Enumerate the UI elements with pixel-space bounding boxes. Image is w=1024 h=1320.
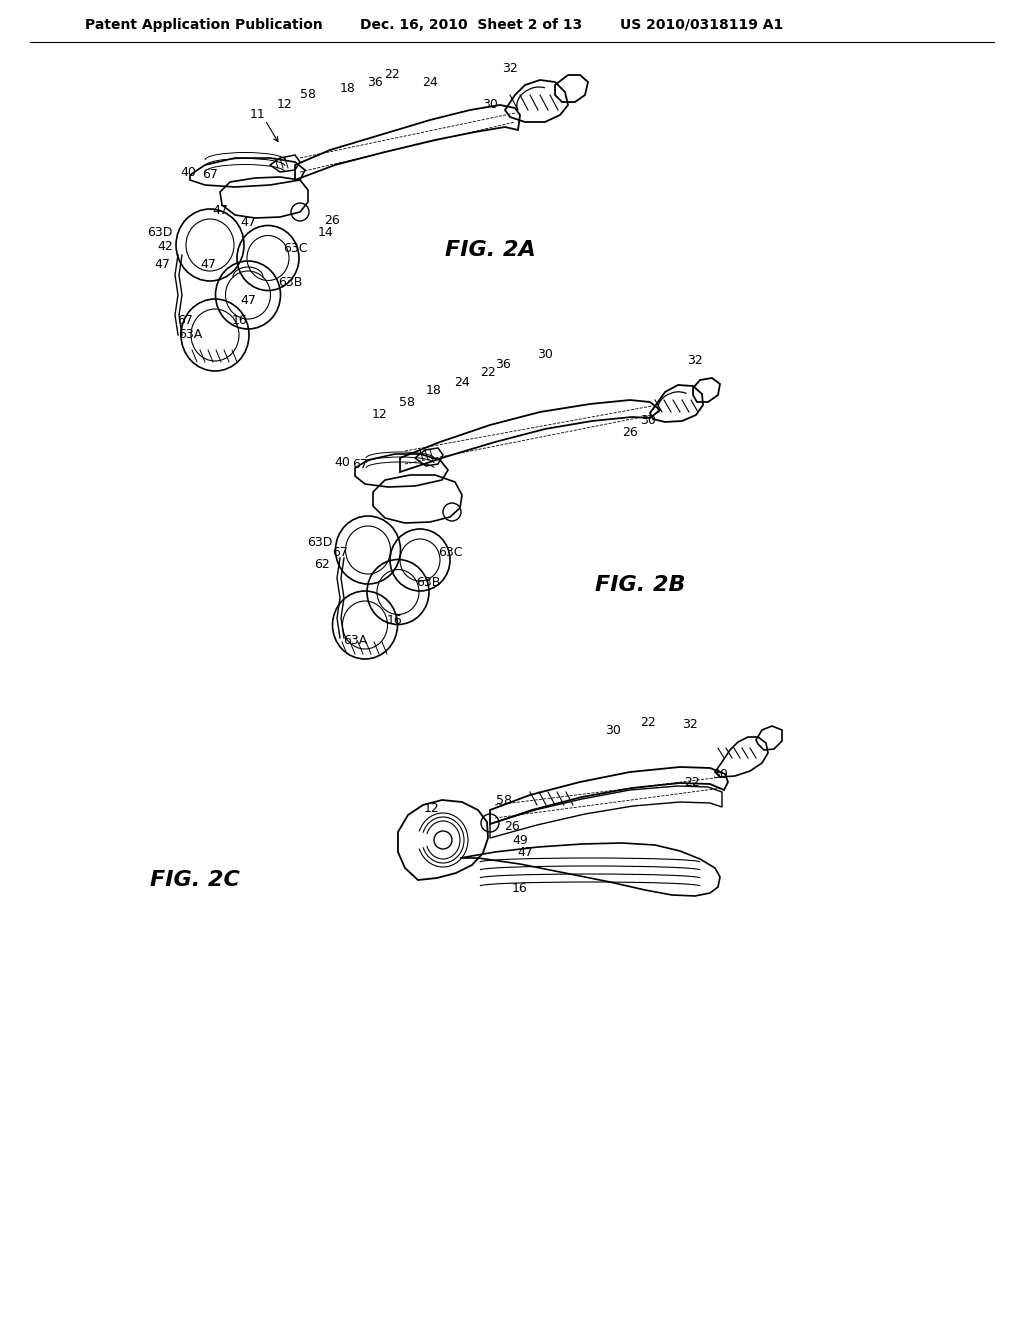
Text: 30: 30: [482, 99, 498, 111]
Text: 12: 12: [278, 99, 293, 111]
Text: 63C: 63C: [283, 242, 307, 255]
Text: FIG. 2B: FIG. 2B: [595, 576, 685, 595]
Text: 30: 30: [605, 723, 621, 737]
Text: 67: 67: [352, 458, 368, 471]
Text: 47: 47: [240, 215, 256, 228]
Text: 63B: 63B: [278, 276, 302, 289]
Text: 30: 30: [537, 348, 553, 362]
Text: 12: 12: [372, 408, 388, 421]
Text: 40: 40: [180, 165, 196, 178]
Text: 47: 47: [212, 203, 228, 216]
Text: 16: 16: [512, 882, 528, 895]
Text: 18: 18: [426, 384, 442, 396]
Text: 63D: 63D: [306, 536, 332, 549]
Text: 14: 14: [318, 226, 334, 239]
Text: 22: 22: [480, 366, 496, 379]
Text: 36: 36: [496, 359, 511, 371]
Text: 11: 11: [250, 107, 266, 120]
Text: 12: 12: [424, 801, 440, 814]
Text: Patent Application Publication: Patent Application Publication: [85, 18, 323, 32]
Text: Dec. 16, 2010  Sheet 2 of 13: Dec. 16, 2010 Sheet 2 of 13: [360, 18, 583, 32]
Text: 47: 47: [155, 259, 170, 272]
Text: 47: 47: [240, 293, 256, 306]
Text: 58: 58: [399, 396, 415, 408]
Text: US 2010/0318119 A1: US 2010/0318119 A1: [620, 18, 783, 32]
Text: 26: 26: [504, 821, 520, 833]
Text: 22: 22: [640, 715, 656, 729]
Text: 30: 30: [712, 768, 728, 781]
Text: 67: 67: [177, 314, 193, 326]
Text: 49: 49: [512, 833, 528, 846]
Text: 32: 32: [687, 354, 702, 367]
Text: FIG. 2A: FIG. 2A: [444, 240, 536, 260]
Text: 32: 32: [682, 718, 698, 731]
Text: 63A: 63A: [343, 634, 368, 647]
Text: 67: 67: [332, 545, 348, 558]
Text: 62: 62: [314, 558, 330, 572]
Text: FIG. 2C: FIG. 2C: [151, 870, 240, 890]
Text: 42: 42: [158, 240, 173, 253]
Text: 63A: 63A: [178, 329, 202, 342]
Text: 47: 47: [517, 846, 532, 858]
Text: 58: 58: [300, 88, 316, 102]
Text: 26: 26: [623, 425, 638, 438]
Text: 24: 24: [454, 375, 470, 388]
Text: 63D: 63D: [147, 227, 173, 239]
Text: 30: 30: [640, 413, 656, 426]
Text: 63B: 63B: [416, 576, 440, 589]
Text: 16: 16: [232, 314, 248, 326]
Text: 22: 22: [384, 69, 400, 82]
Text: 58: 58: [496, 793, 512, 807]
Text: 24: 24: [422, 75, 438, 88]
Text: 47: 47: [200, 259, 216, 272]
Text: 22: 22: [684, 776, 699, 788]
Text: 18: 18: [340, 82, 356, 95]
Text: 36: 36: [368, 75, 383, 88]
Text: 32: 32: [502, 62, 518, 74]
Text: 67: 67: [202, 169, 218, 181]
Text: 40: 40: [334, 455, 350, 469]
Text: 16: 16: [387, 614, 402, 627]
Text: 63C: 63C: [437, 545, 462, 558]
Text: 26: 26: [325, 214, 340, 227]
